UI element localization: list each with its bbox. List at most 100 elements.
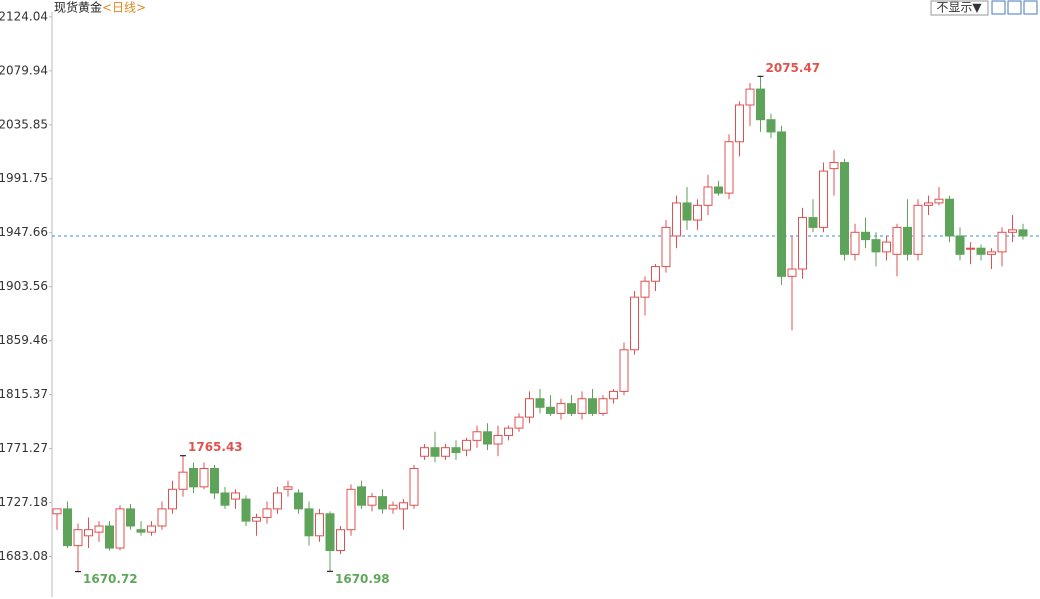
candle-body	[493, 434, 503, 445]
candle-body	[462, 439, 471, 451]
candle-body	[357, 486, 366, 506]
candle-body	[336, 529, 345, 551]
candle-body	[105, 525, 114, 549]
candle-body	[231, 492, 240, 500]
candle-body	[861, 231, 870, 241]
candle-body	[871, 239, 881, 253]
candle-body	[483, 431, 492, 445]
candle-body	[630, 296, 639, 351]
candle-body	[252, 516, 261, 522]
candle-body	[976, 247, 986, 255]
candle-body	[420, 447, 429, 457]
candle-body	[714, 186, 723, 194]
candle-body	[756, 88, 765, 121]
candle-body	[808, 217, 818, 228]
candle-body	[504, 427, 513, 436]
candle-body	[168, 488, 177, 510]
max-label: 1765.43	[188, 440, 243, 454]
candle-body	[882, 241, 891, 253]
max-label: 2075.47	[766, 61, 821, 75]
candle-body	[472, 431, 482, 441]
y-tick-label: 1991.75	[0, 171, 48, 185]
candle-body	[1008, 229, 1017, 233]
bars-icon[interactable]	[1007, 0, 1022, 15]
chart-title: 现货黄金	[54, 0, 102, 15]
toggle-button[interactable]	[930, 0, 989, 16]
candle-body	[609, 390, 618, 400]
candle-body	[189, 467, 198, 488]
y-tick-label: 2124.04	[0, 9, 48, 23]
candle-body	[934, 198, 944, 204]
candle-body	[325, 513, 335, 551]
candle-body	[661, 226, 671, 268]
candle-body	[567, 403, 576, 414]
candle-body	[220, 492, 230, 506]
candle-body	[987, 251, 996, 255]
candle-body	[640, 280, 650, 298]
candle-body	[514, 416, 524, 429]
candle-body	[598, 398, 608, 414]
candle-body	[703, 186, 713, 206]
candle-body	[819, 170, 828, 228]
candle-body	[745, 88, 755, 106]
candle-body	[262, 508, 272, 518]
candle-body	[735, 104, 744, 143]
candle-body	[619, 349, 629, 392]
candle-body	[693, 204, 702, 221]
candle-body	[682, 202, 692, 221]
candle-body	[409, 467, 419, 506]
candle-body	[94, 525, 104, 533]
candle-body	[346, 488, 356, 531]
candle-body	[997, 231, 1007, 253]
y-tick-label: 1727.18	[0, 495, 48, 509]
candle-body	[126, 508, 135, 527]
chart-subtitle[interactable]: <日线>	[102, 1, 146, 15]
candle-body	[304, 508, 314, 537]
candle-body	[829, 162, 839, 170]
y-tick-label: 1771.27	[0, 441, 48, 455]
candle-body	[241, 498, 251, 522]
candle-body	[283, 486, 293, 490]
candle-body	[451, 447, 461, 454]
candle-body	[441, 447, 450, 457]
candle-body	[672, 202, 681, 237]
candle-body	[546, 406, 555, 414]
candle-body	[840, 162, 849, 255]
list-icon[interactable]	[1023, 0, 1038, 15]
candle-body	[315, 513, 324, 537]
candle-body	[157, 508, 167, 527]
zoom-icon[interactable]	[991, 0, 1006, 15]
toggle-label[interactable]: 不显示▼	[936, 1, 982, 15]
y-tick-label: 2035.85	[0, 117, 48, 131]
candle-body	[651, 266, 660, 282]
candle-body	[588, 398, 597, 414]
candle-body	[115, 508, 125, 549]
candle-body	[199, 467, 209, 488]
y-tick-label: 1903.56	[0, 279, 48, 293]
candle-body	[52, 508, 62, 515]
min-label: 1670.72	[83, 572, 138, 586]
candle-body	[147, 525, 156, 533]
y-tick-label: 1815.37	[0, 387, 48, 401]
candle-body	[136, 529, 146, 533]
y-tick-label: 1683.08	[0, 549, 48, 563]
y-tick-label: 1859.46	[0, 333, 48, 347]
candle-body	[924, 202, 933, 206]
candle-body	[777, 131, 786, 277]
candle-body	[577, 398, 587, 414]
candle-body	[1018, 229, 1028, 237]
candle-body	[945, 198, 954, 237]
candle-body	[850, 231, 860, 255]
y-tick-label: 2079.94	[0, 63, 48, 77]
y-tick-label: 1947.66	[0, 225, 48, 239]
candle-body	[892, 226, 902, 255]
candle-body	[766, 119, 776, 133]
candle-body	[556, 403, 566, 414]
candle-body	[903, 226, 912, 255]
candle-body	[724, 141, 734, 194]
candle-body	[913, 204, 923, 255]
candle-body	[798, 217, 807, 270]
candle-body	[84, 529, 93, 537]
toolbar: 不显示▼	[930, 0, 1038, 16]
